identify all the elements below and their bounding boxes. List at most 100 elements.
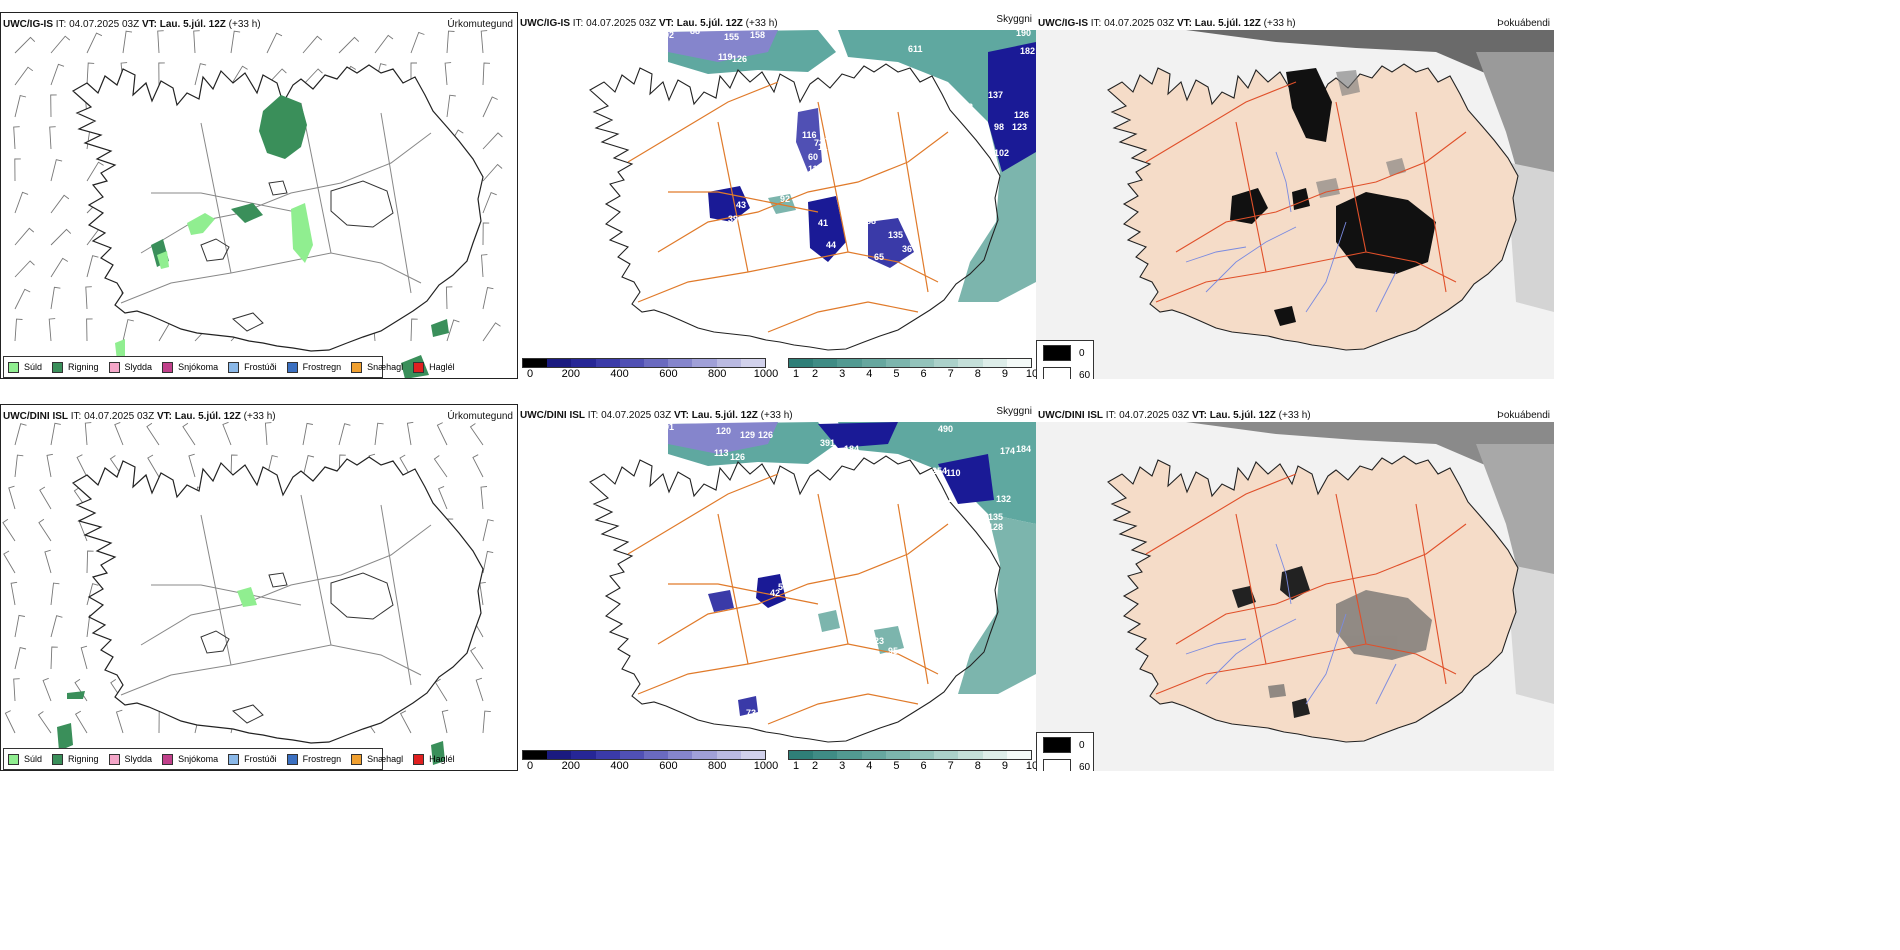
ceiling-colorbar-labels: m02004006008001000	[522, 368, 778, 379]
fog-swatch	[1043, 759, 1071, 771]
visibility-value-label: 65	[874, 252, 884, 262]
colorbar-swatch	[861, 751, 886, 759]
wind-barb	[8, 485, 16, 510]
precip-type-map-dini: UWC/DINI ISL IT: 04.07.2025 03Z VT: Lau.…	[0, 404, 518, 771]
legend-item: Rigning	[52, 753, 99, 765]
wind-barb	[74, 710, 88, 734]
vt-label: VT:	[673, 410, 689, 421]
wind-barb	[86, 32, 103, 54]
wind-barb	[86, 583, 99, 606]
colorbar-swatch	[789, 359, 814, 367]
colorbar-swatch	[982, 359, 1007, 367]
colorbar-tick-label: 400	[610, 368, 629, 379]
model-name: UWC/IG-IS	[520, 18, 570, 29]
colorbar-swatch	[910, 359, 935, 367]
wind-barb	[14, 614, 25, 638]
colorbar-swatch	[885, 359, 911, 367]
wind-barb	[482, 192, 497, 214]
wind-barb	[481, 254, 488, 278]
legend-swatch	[162, 361, 174, 373]
visibility-value-label: 92	[780, 194, 790, 204]
wind-barb	[399, 454, 412, 478]
wind-barb	[50, 582, 60, 606]
visibility-colorbar-labels: km12345678910	[788, 760, 1036, 771]
colorbar-tick-label: 400	[610, 760, 629, 771]
river-network	[1185, 543, 1397, 705]
legend-item: Rigning	[52, 361, 99, 373]
colorbar-tick-label: 4	[866, 368, 873, 379]
fog-legend-label: 60	[1079, 369, 1091, 380]
drizzle-areas	[115, 203, 313, 361]
legend-label: Snæhagl	[367, 362, 404, 372]
colorbar-tick-label: 6	[920, 760, 927, 771]
legend-swatch	[286, 753, 298, 765]
precip-legend: Súld Rigning Slydda Snjókoma Frostúði Fr…	[3, 356, 455, 378]
precip-map-canvas	[2, 421, 494, 765]
fog-legend-row: 0	[1043, 737, 1085, 753]
legend-label: Rigning	[68, 362, 99, 372]
fog-legend: 0 60	[1036, 340, 1094, 379]
model-name: UWC/DINI ISL	[3, 411, 68, 422]
legend-swatch	[413, 361, 425, 373]
glaciers	[200, 572, 394, 724]
colorbar-tick-label: 0	[526, 760, 534, 771]
colorbar-swatch	[595, 751, 620, 759]
panel-header: UWC/DINI ISL IT: 04.07.2025 03Z VT: Lau.…	[520, 406, 1032, 424]
colorbar-swatch	[716, 751, 741, 759]
visibility-value-label: 182	[1020, 46, 1035, 56]
low-visibility-areas	[668, 422, 1036, 716]
visibility-value-label: 11	[808, 164, 818, 174]
visibility-value-label: 212	[938, 494, 953, 504]
wind-barb	[115, 709, 124, 734]
model-name: UWC/DINI ISL	[1038, 410, 1103, 421]
wind-barb	[84, 422, 92, 446]
vt-label: VT:	[141, 19, 157, 30]
model-name: UWC/IG-IS	[1038, 18, 1088, 29]
colorbar-tick-label: 10	[1025, 760, 1036, 771]
colorbar-swatch	[571, 751, 596, 759]
wind-barb	[114, 421, 124, 446]
legend-label: Frostregn	[302, 362, 342, 372]
colorbar-swatch	[1006, 751, 1032, 759]
wind-barb	[438, 485, 448, 510]
vt-value: Lau. 5.júl. 12Z	[676, 18, 743, 29]
lead-time: (+33 h)	[745, 18, 778, 29]
legend-label: Snjókoma	[178, 754, 219, 764]
legend-swatch	[8, 753, 19, 765]
lead-time: (+33 h)	[760, 410, 793, 421]
colorbar-tick-label: 5	[893, 760, 900, 771]
panel-header: UWC/IG-IS IT: 04.07.2025 03Z VT: Lau. 5.…	[3, 19, 513, 33]
legend-item: Súld	[8, 753, 42, 765]
fog-index-map-dini: UWC/DINI ISL IT: 04.07.2025 03Z VT: Lau.…	[1036, 404, 1554, 771]
visibility-value-label: 126	[732, 54, 747, 64]
wind-barb	[86, 62, 95, 86]
wind-barb	[194, 63, 207, 86]
legend-item: Snjókoma	[162, 361, 218, 373]
wind-barb	[44, 549, 52, 574]
colorbar-tick-label: 200	[561, 368, 580, 379]
it-label: IT:	[1105, 410, 1117, 421]
colorbar-swatch	[885, 751, 911, 759]
panel-header: UWC/DINI ISL IT: 04.07.2025 03Z VT: Lau.…	[3, 411, 513, 425]
wind-barb	[3, 550, 16, 574]
legend-swatch	[8, 361, 19, 373]
glaciers	[200, 180, 394, 332]
wind-barb	[39, 486, 52, 510]
wind-barb	[86, 161, 104, 182]
visibility-value-label: 129	[740, 430, 755, 440]
visibility-value-label: 73	[746, 708, 756, 718]
fog-map-canvas	[1036, 30, 1554, 379]
colorbar-tick-label: 0	[526, 368, 534, 379]
legend-swatch	[108, 361, 120, 373]
colorbar-swatch	[619, 359, 645, 367]
colorbar-tick-label: 2	[812, 368, 819, 379]
fog-index-map-ig-is: UWC/IG-IS IT: 04.07.2025 03Z VT: Lau. 5.…	[1036, 12, 1554, 379]
visibility-value-label: 126	[730, 452, 745, 462]
panel-header: UWC/DINI ISL IT: 04.07.2025 03Z VT: Lau.…	[1038, 410, 1550, 424]
wind-barb	[37, 711, 52, 734]
wind-barb	[50, 615, 63, 638]
colorbar-swatch	[740, 359, 766, 367]
visibility-value-label: 190	[1016, 28, 1031, 38]
visibility-value-label: 42	[770, 588, 780, 598]
it-value: 04.07.2025 03Z	[1104, 18, 1175, 29]
